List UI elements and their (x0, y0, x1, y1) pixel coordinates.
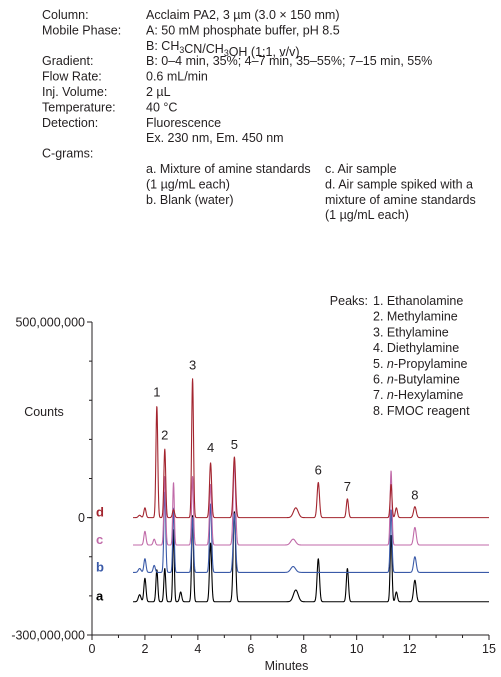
peak-number-label: 6 (315, 463, 322, 478)
condition-label: Gradient: (42, 54, 93, 68)
condition-label: Inj. Volume: (42, 85, 107, 99)
peak-number-label: 4 (207, 440, 214, 455)
x-axis-title: Minutes (265, 659, 309, 673)
peak-number-label: 7 (344, 479, 351, 494)
sample-item: d. Air sample spiked with a (325, 177, 473, 191)
trace-label-b: b (96, 559, 104, 574)
peak-item: 4. Diethylamine (373, 341, 459, 355)
peak-number-label: 2 (161, 427, 168, 442)
peak-item: 1. Ethanolamine (373, 294, 463, 308)
peak-number-label: 5 (231, 437, 238, 452)
condition-label: C-grams: (42, 147, 93, 161)
sample-item: (1 µg/mL each) (146, 177, 230, 191)
trace-b (132, 491, 490, 573)
x-tick-label: 0 (89, 642, 96, 656)
method-conditions: Column: Acclaim PA2, 3 µm (3.0 × 150 mm) M… (42, 8, 432, 161)
peak-item: 7. n-Hexylamine (373, 388, 463, 402)
peaks-title: Peaks: (330, 294, 368, 308)
x-tick-label: 15 (482, 642, 496, 656)
condition-value: Ex. 230 nm, Em. 450 nm (146, 131, 284, 145)
peak-item: 6. n-Butylamine (373, 373, 460, 387)
condition-label: Flow Rate: (42, 70, 102, 84)
x-tick-label: 6 (247, 642, 254, 656)
condition-value: B: 0–4 min, 35%; 4–7 min, 35–55%; 7–15 m… (146, 54, 432, 68)
condition-value: Fluorescence (146, 116, 221, 130)
sample-list: a. Mixture of amine standards (1 µg/mL e… (146, 162, 476, 222)
peak-number-label: 8 (411, 488, 418, 503)
sample-item: (1 µg/mL each) (325, 208, 409, 222)
condition-label: Column: (42, 8, 89, 22)
peak-item: 3. Ethylamine (373, 325, 449, 339)
plot-labels: 1 2 3 4 5 6 7 8 (153, 358, 418, 503)
peak-number-label: 1 (153, 384, 160, 399)
condition-value: 0.6 mL/min (146, 70, 208, 84)
sample-item: b. Blank (water) (146, 193, 234, 207)
condition-label: Mobile Phase: (42, 23, 121, 37)
peak-item: 5. n-Propylamine (373, 357, 468, 371)
y-tick-label: 500,000,000 (15, 316, 85, 330)
condition-value: A: 50 mM phosphate buffer, pH 8.5 (146, 23, 340, 37)
trace-label-d: d (96, 505, 104, 520)
peak-item: 2. Methylamine (373, 310, 458, 324)
trace-label-a: a (96, 589, 104, 604)
condition-value: B: CH3CN/CH3OH (1:1, v/v) (146, 39, 300, 59)
condition-value: Acclaim PA2, 3 µm (3.0 × 150 mm) (146, 8, 340, 22)
condition-value: 2 µL (146, 85, 171, 99)
x-tick-label: 10 (350, 642, 364, 656)
sample-item: mixture of amine standards (325, 193, 476, 207)
x-tick-label: 12 (403, 642, 417, 656)
sample-item: c. Air sample (325, 162, 397, 176)
trace-c (132, 462, 490, 546)
y-tick-label: 0 (78, 511, 85, 525)
y-tick-label: -300,000,000 (11, 629, 85, 643)
condition-value: 40 °C (146, 100, 177, 114)
sample-item: a. Mixture of amine standards (146, 162, 311, 176)
y-axis-title: Counts (24, 405, 64, 419)
peak-number-label: 3 (189, 358, 196, 373)
condition-label: Detection: (42, 116, 98, 130)
x-tick-label: 4 (194, 642, 201, 656)
condition-label: Temperature: (42, 100, 116, 114)
x-tick-label: 2 (141, 642, 148, 656)
peak-item: 8. FMOC reagent (373, 404, 470, 418)
trace-d (132, 378, 490, 519)
trace-a (132, 511, 490, 603)
x-tick-label: 8 (300, 642, 307, 656)
trace-label-c: c (96, 532, 103, 547)
